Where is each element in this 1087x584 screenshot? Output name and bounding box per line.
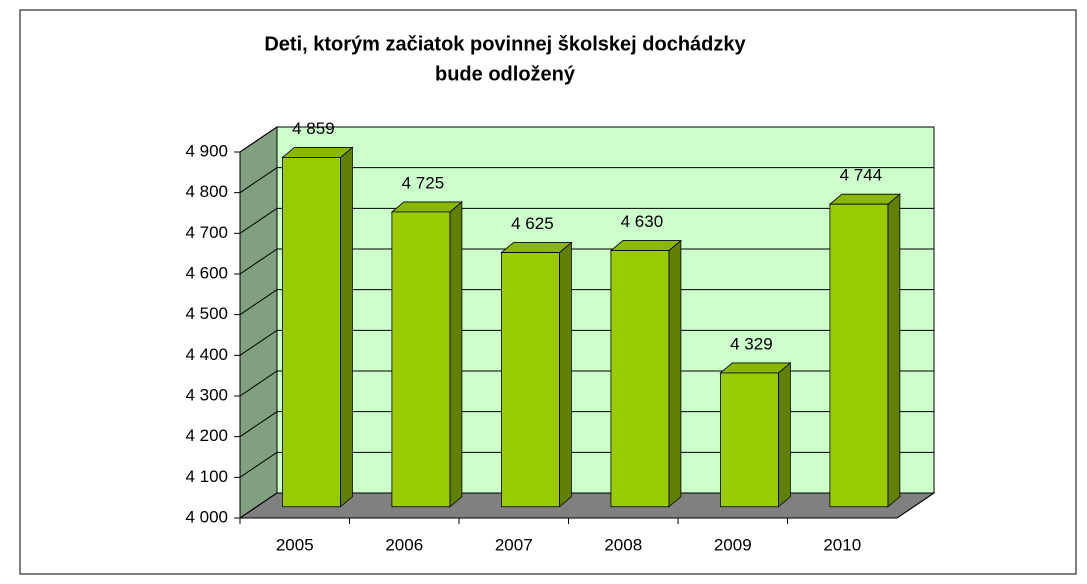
bar bbox=[281, 146, 354, 508]
x-tick-label: 2005 bbox=[276, 535, 314, 554]
bar-top bbox=[719, 362, 792, 374]
bar-top bbox=[281, 147, 354, 158]
bar bbox=[390, 201, 464, 508]
data-label: 4 329 bbox=[730, 334, 773, 353]
grid-line bbox=[239, 167, 934, 194]
grid-line bbox=[239, 411, 934, 438]
bar-front bbox=[720, 372, 779, 508]
bar-top bbox=[500, 242, 573, 253]
y-tick-label: 4 400 bbox=[185, 345, 228, 364]
bar-top bbox=[609, 240, 683, 251]
bar-front bbox=[829, 203, 889, 508]
grid-line bbox=[239, 126, 934, 153]
y-tick-label: 4 100 bbox=[185, 467, 228, 486]
bar-side bbox=[449, 201, 463, 508]
y-tick-label: 4 900 bbox=[185, 141, 228, 160]
y-tick-label: 4 500 bbox=[185, 304, 228, 323]
bar-side bbox=[887, 193, 901, 508]
y-tick-label: 4 800 bbox=[185, 182, 228, 201]
bar-side bbox=[778, 362, 791, 508]
data-label: 4 630 bbox=[621, 212, 664, 231]
grid-line bbox=[239, 370, 934, 397]
x-tick-label: 2007 bbox=[495, 535, 533, 554]
bar-front bbox=[610, 250, 670, 508]
data-label: 4 859 bbox=[292, 119, 335, 138]
bar-front bbox=[500, 252, 560, 508]
grid-line bbox=[239, 248, 934, 275]
x-axis-back bbox=[896, 492, 935, 519]
grid-line bbox=[239, 207, 934, 234]
x-tick-label: 2009 bbox=[714, 535, 752, 554]
data-label: 4 725 bbox=[402, 173, 445, 192]
bar-front bbox=[391, 211, 451, 508]
x-tick-label: 2008 bbox=[604, 535, 642, 554]
chart-subtitle: bude odložený bbox=[435, 63, 576, 85]
bar-side bbox=[339, 146, 353, 508]
x-tick-label: 2010 bbox=[823, 535, 861, 554]
chart-title: Deti, ktorým začiatok povinnej školskej … bbox=[264, 33, 746, 55]
bar-side bbox=[668, 239, 682, 508]
grid-line bbox=[239, 492, 934, 519]
grid-line bbox=[239, 451, 934, 478]
bar-top bbox=[828, 193, 902, 205]
data-label: 4 744 bbox=[840, 166, 883, 185]
y-tick-label: 4 600 bbox=[185, 263, 228, 282]
bar bbox=[719, 362, 792, 508]
y-tick-label: 4 300 bbox=[185, 385, 228, 404]
y-tick-label: 4 000 bbox=[185, 507, 228, 526]
grid-line bbox=[239, 289, 934, 316]
side-wall bbox=[239, 126, 278, 519]
x-tick-label: 2006 bbox=[385, 535, 423, 554]
bar-front bbox=[281, 157, 341, 508]
bar-side bbox=[559, 241, 572, 508]
bar bbox=[500, 241, 573, 508]
bar-top bbox=[390, 201, 464, 213]
y-tick-label: 4 200 bbox=[185, 426, 228, 445]
bar bbox=[828, 193, 902, 508]
grid-line bbox=[239, 329, 934, 356]
data-label: 4 625 bbox=[511, 214, 554, 233]
bar bbox=[609, 239, 683, 508]
y-tick-label: 4 700 bbox=[185, 223, 228, 242]
